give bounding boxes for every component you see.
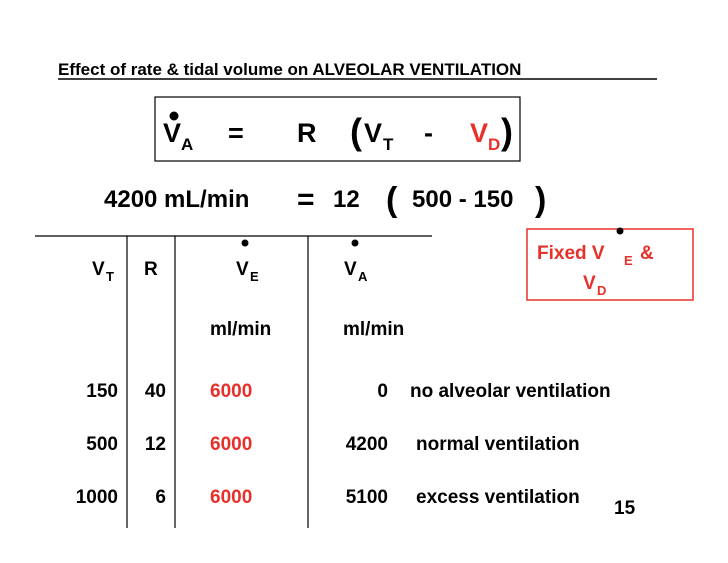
table-cell: 6000 — [210, 434, 252, 455]
equation-box — [154, 96, 521, 162]
table-cell: 4200 — [346, 434, 388, 455]
ex-equals: = — [297, 183, 315, 216]
eq-lhs: V — [163, 118, 181, 148]
ex-value: 4200 mL/min — [104, 186, 249, 213]
eq-rate: R — [297, 118, 317, 148]
table-cell: normal ventilation — [416, 434, 580, 455]
table-cell: 40 — [145, 381, 166, 402]
eq-equals: = — [228, 118, 244, 148]
note-text: Fixed V — [537, 243, 605, 264]
note-sub: D — [597, 283, 606, 298]
table-cell: 6 — [155, 487, 166, 508]
dot — [351, 239, 359, 247]
eq-vt-sub: T — [383, 135, 394, 154]
table-cell: excess ventilation — [416, 487, 580, 508]
header: V — [236, 259, 249, 280]
eq-vd: V — [470, 118, 488, 148]
header: R — [144, 259, 158, 280]
ex-rate: 12 — [333, 186, 360, 213]
ex-open: ( — [386, 181, 398, 219]
eq-vt: V — [364, 118, 382, 148]
note-sub: E — [624, 253, 633, 268]
ex-close: ) — [535, 181, 546, 219]
table-cell: 6000 — [210, 487, 252, 508]
note-text: & — [640, 243, 654, 264]
table-cell: 6000 — [210, 381, 252, 402]
header: V — [92, 259, 105, 280]
header-sub: A — [358, 269, 368, 284]
header-sub: E — [250, 269, 259, 284]
title: Effect of rate & tidal volume on ALVEOLA… — [58, 60, 521, 79]
table-cell: 150 — [86, 381, 118, 402]
header: V — [344, 259, 357, 280]
eq-close: ) — [501, 111, 513, 152]
unit: ml/min — [210, 319, 271, 340]
unit: ml/min — [343, 319, 404, 340]
dot — [241, 239, 249, 247]
header-sub: T — [106, 269, 114, 284]
eq-vd-sub: D — [488, 135, 500, 154]
dot — [169, 111, 179, 121]
page-number: 15 — [614, 498, 636, 519]
table-cell: no alveolar ventilation — [410, 381, 611, 402]
table-body: 150 40 6000 0 no alveolar ventilation 500 12 60… — [76, 381, 611, 508]
table-cell: 12 — [145, 434, 166, 455]
note-text: V — [583, 273, 596, 294]
ex-expr: 500 - 150 — [412, 186, 513, 213]
note-box — [526, 228, 694, 301]
eq-lhs-sub: A — [181, 135, 193, 154]
eq-minus: - — [424, 118, 433, 148]
dot — [616, 227, 624, 235]
table-cell: 1000 — [76, 487, 118, 508]
table-cell: 0 — [377, 381, 388, 402]
eq-open: ( — [350, 111, 362, 152]
table-cell: 5100 — [346, 487, 388, 508]
table-cell: 500 — [86, 434, 118, 455]
